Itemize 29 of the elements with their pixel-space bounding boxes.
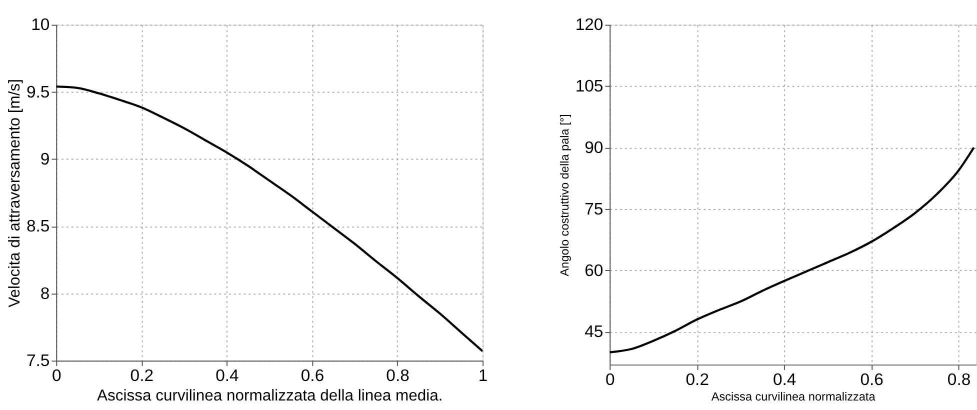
y-tick-label: 10 xyxy=(31,15,50,34)
x-tick-label: 0.6 xyxy=(860,370,884,389)
y-tick-label: 9.5 xyxy=(26,82,50,102)
y-tick-label: 105 xyxy=(575,76,604,96)
x-tick-label: 0.6 xyxy=(300,366,324,385)
x-tick-label: 0.2 xyxy=(686,370,709,389)
y-tick-label: 45 xyxy=(584,322,604,342)
x-tick-label: 0.2 xyxy=(130,366,154,385)
x-tick-label: 1 xyxy=(478,366,488,385)
line-series xyxy=(610,146,975,354)
x-tick-label: 0.4 xyxy=(772,370,796,389)
x-tick-label: 0.8 xyxy=(947,370,971,389)
y-tick-label: 8.5 xyxy=(26,216,50,236)
x-tick-label: 0 xyxy=(605,370,615,389)
y-tick-label: 90 xyxy=(584,138,604,158)
line-series xyxy=(56,85,483,352)
y-axis-title: Velocita di attraversamento [m/s] xyxy=(6,78,24,308)
y-tick-label: 8 xyxy=(40,284,50,303)
x-tick-label: 0 xyxy=(52,366,62,385)
y-tick-label: 75 xyxy=(584,199,604,218)
y-axis-title: Angolo costruttivo della pala [°] xyxy=(557,114,572,276)
x-tick-label: 0.4 xyxy=(216,366,239,385)
x-tick-label: 0.8 xyxy=(386,366,410,385)
y-tick-label: 60 xyxy=(584,260,604,280)
x-axis-title: Ascissa curvilinea normalizzata xyxy=(711,390,876,404)
y-tick-label: 9 xyxy=(40,150,50,169)
x-axis-title: Ascissa curvilinea normalizzata della linea media. xyxy=(96,388,443,405)
y-tick-label: 120 xyxy=(575,15,604,34)
y-tick-label: 7.5 xyxy=(26,351,50,370)
